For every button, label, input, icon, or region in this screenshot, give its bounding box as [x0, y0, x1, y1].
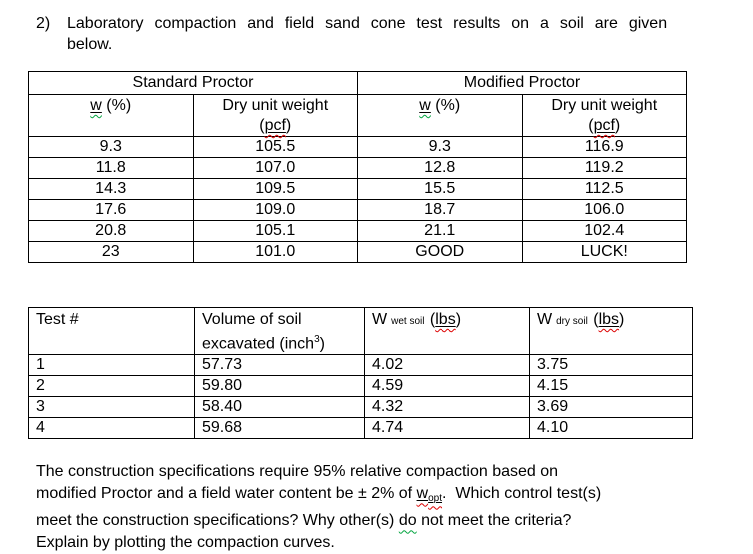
table-cell: 9.3 — [357, 136, 523, 158]
do-word: do — [398, 512, 417, 530]
sandcone-header-row: Test # Volume of soil excavated (inch3) W… — [28, 306, 693, 356]
closing-line4: Explain by plotting the compaction curve… — [36, 534, 335, 552]
table-cell: 2 — [28, 375, 195, 398]
problem-text-line2: below. — [67, 36, 113, 53]
sandcone-table: Test # Volume of soil excavated (inch3) W… — [28, 306, 693, 440]
problem-text: Laboratory compaction and field sand con… — [67, 15, 667, 53]
table-cell: 14.3 — [28, 178, 194, 200]
table-cell: 116.9 — [521, 136, 687, 158]
proctor-table: Standard Proctor Modified Proctor w (%) … — [28, 71, 687, 263]
table-row: 20.8 105.1 21.1 102.4 — [28, 220, 687, 242]
table-row: 1 57.73 4.02 3.75 — [28, 354, 693, 377]
table-cell: 18.7 — [357, 199, 523, 221]
table-cell: 4.59 — [364, 375, 530, 398]
cubed-superscript: 3 — [314, 334, 320, 345]
table-cell: 4.15 — [529, 375, 693, 398]
table-cell: 17.6 — [28, 199, 194, 221]
table-row: 23 101.0 GOOD LUCK! — [28, 241, 687, 263]
table-cell: 4.74 — [364, 417, 530, 440]
table-row: 17.6 109.0 18.7 106.0 — [28, 199, 687, 221]
dry-soil-subscript: dry soil — [556, 316, 588, 327]
table-cell: 3 — [28, 396, 195, 419]
col-header-w-standard: w (%) — [28, 94, 194, 137]
col-header-w-modified: w (%) — [357, 94, 523, 137]
table-cell: 9.3 — [28, 136, 194, 158]
w-label: w — [90, 97, 102, 114]
table-cell: 3.69 — [529, 396, 693, 419]
col-header-dry-unit-weight-modified: Dry unit weight (pcf) — [521, 94, 687, 137]
wet-soil-subscript: wet soil — [391, 316, 425, 327]
table-cell: 4.02 — [364, 354, 530, 377]
table-row: 9.3 105.5 9.3 116.9 — [28, 136, 687, 158]
lbs-label: lbs — [435, 311, 456, 328]
wopt-symbol: w — [416, 485, 429, 503]
table-cell: 20.8 — [28, 220, 194, 242]
w-unit: (%) — [430, 97, 461, 114]
wopt-subscript: opt — [428, 493, 443, 505]
table-row: 3 58.40 4.32 3.69 — [28, 396, 693, 419]
table-cell: 102.4 — [521, 220, 687, 242]
table-cell: 109.5 — [192, 178, 358, 200]
table-cell: 4.10 — [529, 417, 693, 440]
closing-paragraph: The construction specifications require … — [36, 463, 602, 552]
pcf-label: pcf — [593, 117, 615, 134]
proctor-group-header-row: Standard Proctor Modified Proctor — [28, 71, 687, 95]
pcf-label: pcf — [264, 117, 286, 134]
table-cell: 58.40 — [194, 396, 365, 419]
table-cell: 59.80 — [194, 375, 365, 398]
table-cell: 4.32 — [364, 396, 530, 419]
table-cell: GOOD — [357, 241, 523, 263]
closing-line1: The construction specifications require … — [36, 463, 559, 481]
modified-proctor-header: Modified Proctor — [357, 71, 687, 95]
lbs-label: lbs — [598, 311, 620, 328]
table-cell: 107.0 — [192, 157, 358, 179]
standard-proctor-header: Standard Proctor — [28, 71, 358, 95]
table-cell: 3.75 — [529, 354, 693, 377]
closing-line2: modified Proctor and a field water conte… — [36, 485, 417, 503]
table-cell: 57.73 — [194, 354, 365, 377]
col-header-dry-unit-weight-standard: Dry unit weight (pcf) — [192, 94, 358, 137]
w-unit: (%) — [101, 97, 132, 114]
table-cell: 21.1 — [357, 220, 523, 242]
table-cell: 4 — [28, 417, 195, 440]
table-cell: 12.8 — [357, 157, 523, 179]
col-header-volume: Volume of soil excavated (inch3) — [194, 306, 365, 356]
table-cell: 105.1 — [192, 220, 358, 242]
proctor-column-header-row: w (%) Dry unit weight (pcf) w (%) Dry uni… — [28, 94, 687, 137]
table-cell: 23 — [28, 241, 194, 263]
col-header-test-number: Test # — [28, 306, 195, 356]
closing-line3: meet the construction specifications? Wh… — [36, 512, 399, 530]
w-label: w — [419, 97, 431, 114]
table-cell: 105.5 — [192, 136, 358, 158]
problem-number: 2) — [36, 15, 51, 32]
table-cell: 15.5 — [357, 178, 523, 200]
table-row: 2 59.80 4.59 4.15 — [28, 375, 693, 398]
table-cell: 109.0 — [192, 199, 358, 221]
table-cell: 101.0 — [192, 241, 358, 263]
problem-text-line1: Laboratory compaction and field sand con… — [67, 15, 668, 32]
table-cell: 1 — [28, 354, 195, 377]
table-cell: 119.2 — [521, 157, 687, 179]
table-cell: 11.8 — [28, 157, 194, 179]
table-cell: 106.0 — [521, 199, 687, 221]
table-cell: 112.5 — [521, 178, 687, 200]
problem-statement: 2) Laboratory compaction and field sand … — [36, 13, 735, 55]
table-cell: LUCK! — [521, 241, 687, 263]
table-cell: 59.68 — [194, 417, 365, 440]
table-row: 14.3 109.5 15.5 112.5 — [28, 178, 687, 200]
table-row: 4 59.68 4.74 4.10 — [28, 417, 693, 440]
table-row: 11.8 107.0 12.8 119.2 — [28, 157, 687, 179]
